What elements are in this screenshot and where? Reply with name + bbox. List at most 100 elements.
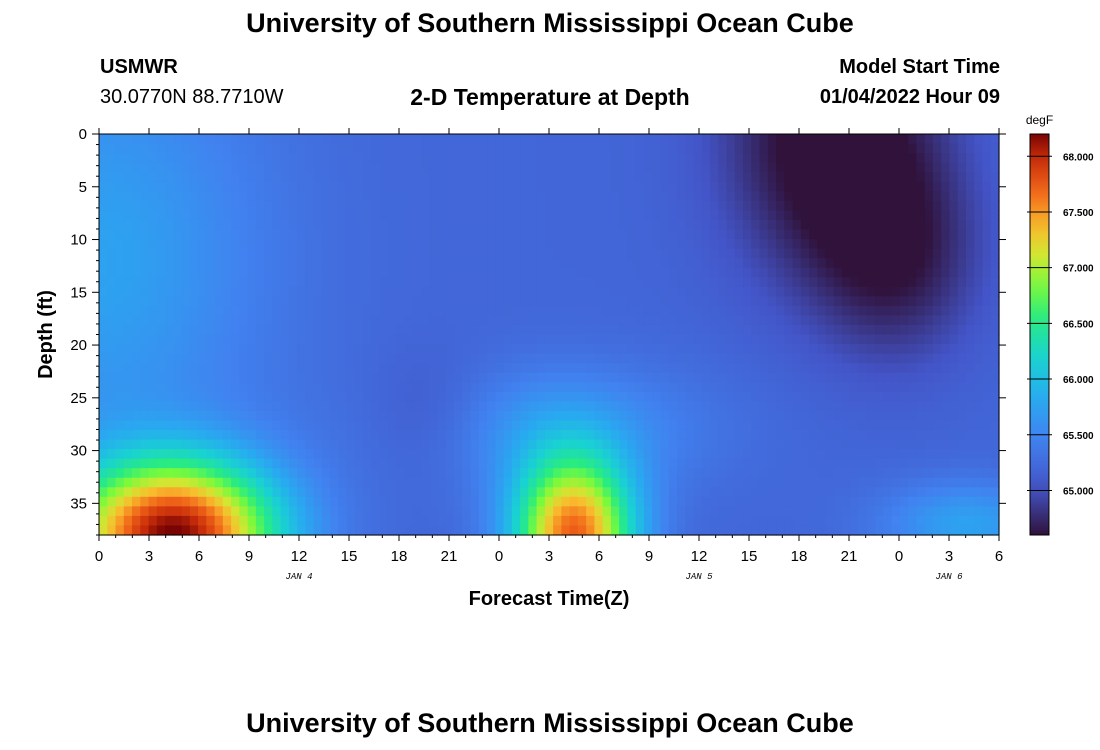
- heatmap-cell: [619, 391, 629, 402]
- heatmap-cell: [594, 248, 604, 259]
- heatmap-cell: [932, 181, 942, 192]
- heatmap-cell: [842, 324, 851, 336]
- heatmap-cell: [404, 134, 414, 145]
- heatmap-cell: [561, 248, 571, 259]
- heatmap-cell: [264, 191, 273, 202]
- heatmap-cell: [511, 391, 521, 402]
- heatmap-cell: [445, 258, 455, 269]
- heatmap-cell: [305, 210, 315, 221]
- heatmap-cell: [776, 496, 785, 507]
- heatmap-cell: [726, 315, 736, 326]
- heatmap-cell: [941, 305, 951, 317]
- heatmap-cell: [652, 372, 662, 383]
- heatmap-cell: [495, 525, 505, 536]
- heatmap-cell: [635, 296, 645, 307]
- heatmap-cell: [949, 248, 959, 259]
- heatmap-cell: [371, 525, 381, 536]
- heatmap-cell: [809, 305, 818, 317]
- heatmap-cell: [751, 248, 761, 259]
- heatmap-cell: [346, 525, 356, 536]
- heatmap-cell: [264, 334, 273, 345]
- heatmap-cell: [363, 134, 373, 145]
- heatmap-cell: [619, 296, 629, 307]
- heatmap-cell: [429, 200, 439, 211]
- heatmap-cell: [990, 181, 1000, 192]
- heatmap-cell: [206, 344, 216, 355]
- heatmap-cell: [231, 515, 240, 527]
- heatmap-cell: [470, 286, 480, 297]
- heatmap-cell: [685, 219, 695, 231]
- heatmap-cell: [198, 487, 207, 498]
- heatmap-cell: [792, 162, 802, 173]
- heatmap-cell: [206, 468, 216, 479]
- heatmap-cell: [214, 391, 224, 402]
- heatmap-cell: [99, 219, 108, 231]
- heatmap-cell: [280, 324, 290, 336]
- heatmap-cell: [883, 200, 893, 211]
- date-label: JAN 5: [685, 572, 713, 582]
- heatmap-cell: [264, 219, 273, 231]
- heatmap-cell: [586, 420, 596, 431]
- heatmap-cell: [866, 286, 876, 297]
- heatmap-cell: [825, 277, 835, 288]
- heatmap-cell: [908, 210, 918, 221]
- heatmap-cell: [132, 458, 141, 469]
- heatmap-cell: [338, 363, 348, 374]
- heatmap-cell: [363, 410, 373, 422]
- heatmap-cell: [875, 449, 885, 460]
- heatmap-cell: [676, 449, 686, 460]
- heatmap-cell: [643, 477, 653, 488]
- heatmap-cell: [932, 134, 942, 145]
- heatmap-cell: [206, 305, 216, 317]
- heatmap-cell: [710, 496, 719, 507]
- heatmap-cell: [817, 344, 827, 355]
- heatmap-cell: [833, 143, 843, 154]
- heatmap-cell: [536, 277, 546, 288]
- heatmap-cell: [734, 296, 744, 307]
- heatmap-cell: [140, 315, 150, 326]
- heatmap-cell: [272, 458, 282, 469]
- heatmap-cell: [115, 439, 125, 450]
- heatmap-cell: [965, 267, 975, 278]
- heatmap-cell: [156, 153, 166, 164]
- heatmap-cell: [387, 458, 397, 469]
- heatmap-cell: [346, 372, 356, 383]
- heatmap-cell: [627, 344, 637, 355]
- heatmap-cell: [544, 143, 554, 154]
- colorbar: 68.00067.50067.00066.50066.00065.50065.0…: [1027, 133, 1094, 536]
- heatmap-cell: [132, 267, 141, 278]
- heatmap-cell: [173, 515, 183, 527]
- heatmap-cell: [553, 219, 562, 231]
- heatmap-cell: [577, 382, 587, 393]
- heatmap-cell: [553, 296, 562, 307]
- heatmap-cell: [676, 258, 686, 269]
- heatmap-cell: [140, 162, 150, 173]
- heatmap-cell: [759, 429, 769, 441]
- heatmap-cell: [338, 200, 348, 211]
- heatmap-cell: [280, 506, 290, 517]
- heatmap-cell: [487, 267, 496, 278]
- heatmap-cell: [776, 305, 785, 317]
- heatmap-cell: [487, 401, 496, 412]
- heatmap-cell: [189, 477, 199, 488]
- heatmap-cell: [734, 420, 744, 431]
- heatmap-cell: [569, 525, 579, 536]
- heatmap-cell: [883, 515, 893, 527]
- heatmap-cell: [313, 162, 323, 173]
- heatmap-cell: [643, 439, 653, 450]
- heatmap-cell: [454, 239, 463, 250]
- heatmap-cell: [140, 496, 150, 507]
- heatmap-cell: [379, 134, 389, 145]
- heatmap-cell: [974, 267, 984, 278]
- heatmap-cell: [156, 334, 166, 345]
- heatmap-cell: [883, 487, 893, 498]
- station-coords: 30.0770N 88.7710W: [100, 86, 284, 108]
- heatmap-cell: [280, 477, 290, 488]
- heatmap-cell: [239, 181, 249, 192]
- heatmap-cell: [156, 382, 166, 393]
- heatmap-cell: [173, 248, 183, 259]
- heatmap-cell: [264, 506, 273, 517]
- heatmap-cell: [825, 229, 835, 240]
- heatmap-cell: [288, 458, 298, 469]
- heatmap-cell: [387, 477, 397, 488]
